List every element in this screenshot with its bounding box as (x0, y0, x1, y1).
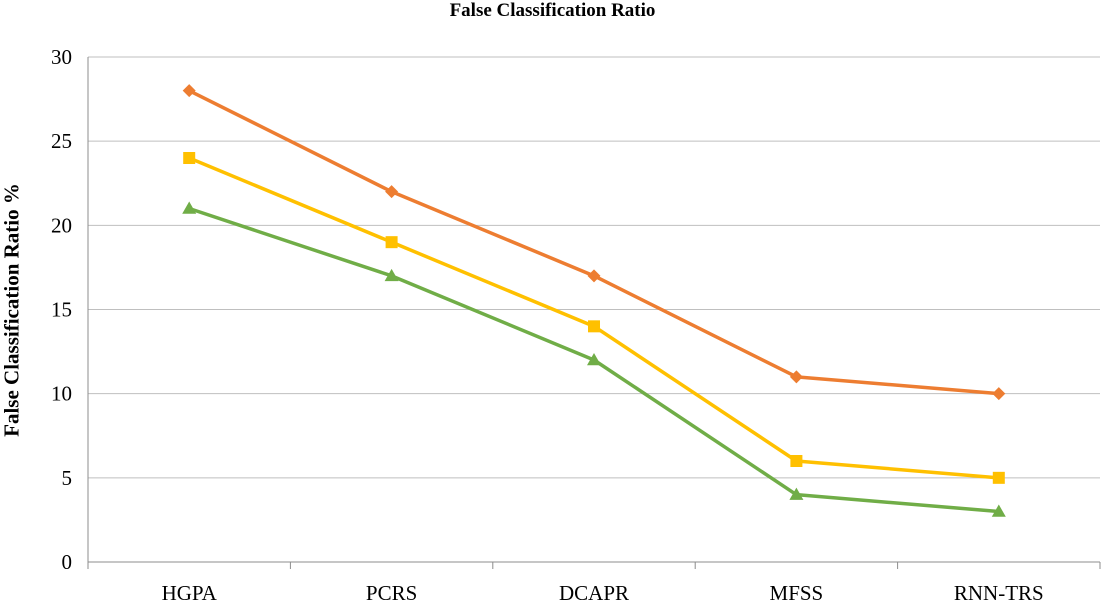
chart-title: False Classification Ratio (449, 0, 656, 21)
data-point (385, 236, 398, 249)
data-point (789, 487, 804, 500)
series-line (188, 156, 999, 480)
series-line (188, 89, 999, 396)
data-point (991, 504, 1006, 517)
y-tick-label: 20 (51, 213, 72, 237)
y-tick-label: 15 (51, 298, 72, 322)
y-tick-label: 0 (62, 550, 73, 574)
data-point (385, 185, 399, 199)
y-tick-label: 30 (51, 45, 72, 69)
data-point (992, 387, 1006, 401)
data-point (384, 268, 399, 282)
x-tick-label: HGPA (162, 581, 218, 605)
x-tick-label: PCRS (366, 581, 417, 605)
data-point (587, 269, 601, 283)
data-point (588, 320, 600, 333)
data-point (182, 201, 197, 214)
data-point (182, 84, 196, 98)
data-point (789, 370, 803, 384)
y-tick-label: 10 (51, 382, 72, 406)
x-tick-label: RNN-TRS (954, 581, 1044, 605)
data-point (183, 152, 196, 164)
y-tick-label: 5 (62, 466, 73, 490)
y-tick-label: 25 (51, 129, 72, 153)
x-tick-label: MFSS (770, 581, 824, 605)
x-tick-label: DCAPR (559, 581, 629, 605)
data-point (587, 353, 601, 366)
data-point (992, 471, 1005, 484)
data-point (790, 455, 803, 467)
